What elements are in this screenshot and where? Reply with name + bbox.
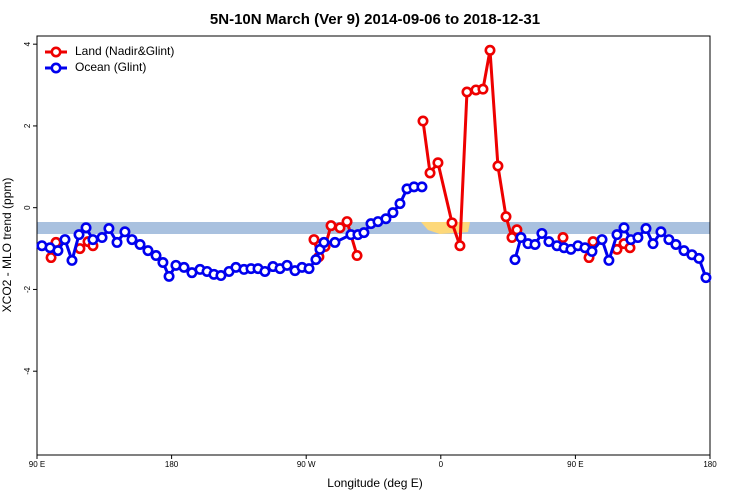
data-point <box>618 222 630 234</box>
data-point <box>663 234 675 246</box>
data-point <box>632 232 644 244</box>
data-point <box>484 44 496 56</box>
y-tick-label: 4 <box>23 41 32 46</box>
data-point <box>281 259 293 271</box>
data-point <box>424 167 436 179</box>
data-point <box>603 254 615 266</box>
data-point <box>126 234 138 246</box>
legend-marker <box>50 62 62 74</box>
legend-marker <box>50 46 62 58</box>
data-point <box>557 232 569 244</box>
data-point <box>303 263 315 275</box>
data-point <box>432 157 444 169</box>
data-point <box>586 245 598 257</box>
data-point <box>543 236 555 248</box>
y-tick-label: -4 <box>23 367 32 375</box>
data-point <box>87 234 99 246</box>
background-patch <box>421 222 470 234</box>
x-tick-label: 180 <box>165 460 179 469</box>
data-point <box>655 226 667 238</box>
data-point <box>394 198 406 210</box>
data-point <box>351 250 363 262</box>
y-tick-label: -2 <box>23 285 32 293</box>
data-point <box>52 245 64 257</box>
data-point <box>163 270 175 282</box>
data-point <box>178 261 190 273</box>
x-axis-label: Longitude (deg E) <box>327 476 422 490</box>
x-tick-label: 90 E <box>567 460 583 469</box>
data-point <box>678 245 690 257</box>
legend-label: Ocean (Glint) <box>75 60 146 74</box>
x-tick-label: 90 W <box>297 460 316 469</box>
data-point <box>134 238 146 250</box>
data-point <box>454 240 466 252</box>
data-point <box>358 227 370 239</box>
data-point <box>387 207 399 219</box>
data-point <box>640 223 652 235</box>
data-point <box>416 181 428 193</box>
data-point <box>693 252 705 264</box>
data-point <box>334 222 346 234</box>
plot-area <box>36 44 712 284</box>
data-point <box>670 238 682 250</box>
data-point <box>80 222 92 234</box>
data-point <box>310 254 322 266</box>
data-point <box>66 254 78 266</box>
data-point <box>536 227 548 239</box>
data-point <box>417 115 429 127</box>
data-point <box>611 229 623 241</box>
data-point <box>509 254 521 266</box>
data-point <box>73 229 85 241</box>
data-point <box>446 217 458 229</box>
data-point <box>492 160 504 172</box>
legend-label: Land (Nadir&Glint) <box>75 44 174 58</box>
data-point <box>157 256 169 268</box>
data-point <box>529 238 541 250</box>
data-point <box>111 236 123 248</box>
data-point <box>150 250 162 262</box>
y-tick-label: 2 <box>23 123 32 128</box>
y-axis-label: XCO2 - MLO trend (ppm) <box>0 178 14 313</box>
data-point <box>45 252 57 264</box>
data-point <box>308 234 320 246</box>
data-point <box>318 236 330 248</box>
data-point <box>515 232 527 244</box>
data-point <box>647 238 659 250</box>
data-point <box>59 234 71 246</box>
data-point <box>96 232 108 244</box>
data-point <box>461 86 473 98</box>
data-point <box>341 216 353 228</box>
data-point <box>142 245 154 257</box>
data-point <box>325 220 337 232</box>
x-tick-label: 0 <box>439 460 444 469</box>
data-point <box>596 234 608 246</box>
data-point <box>215 270 227 282</box>
y-tick-label: 0 <box>23 205 32 210</box>
data-point <box>700 272 712 284</box>
data-point <box>103 223 115 235</box>
data-point <box>500 211 512 223</box>
data-point <box>477 83 489 95</box>
x-tick-label: 90 E <box>29 460 45 469</box>
data-point <box>259 265 271 277</box>
data-point <box>380 213 392 225</box>
chart-title: 5N-10N March (Ver 9) 2014-09-06 to 2018-… <box>210 11 540 28</box>
data-point <box>119 226 131 238</box>
x-tick-label: 180 <box>703 460 717 469</box>
data-point <box>329 236 341 248</box>
